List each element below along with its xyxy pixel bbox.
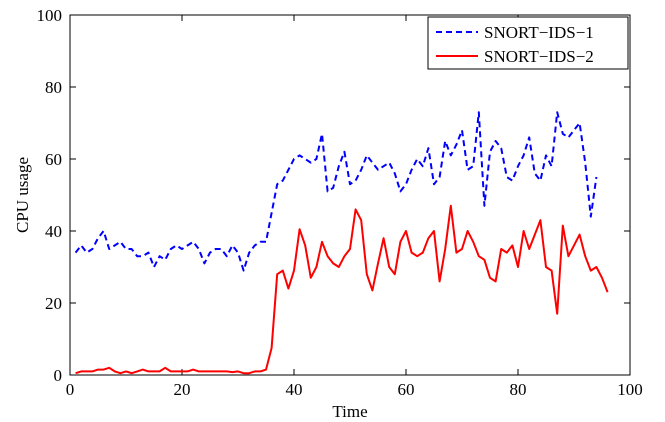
y-tick-label: 80 xyxy=(45,78,62,97)
series-layer xyxy=(74,111,609,375)
x-tick-label: 0 xyxy=(66,380,75,399)
x-tick-label: 20 xyxy=(174,380,191,399)
y-tick-label: 20 xyxy=(45,294,62,313)
legend-box xyxy=(427,16,629,70)
x-tick-label: 60 xyxy=(398,380,415,399)
series-line-2 xyxy=(75,204,609,375)
y-tick-label: 100 xyxy=(37,6,63,25)
legend-label-1: SNORT−IDS−1 xyxy=(484,23,594,42)
ticks-layer: 0 20 40 60 80 100 0 20 40 60 80 100 xyxy=(37,6,643,399)
x-tick-label: 40 xyxy=(286,380,303,399)
legend-label-2: SNORT−IDS−2 xyxy=(484,47,594,66)
y-tick-label: 40 xyxy=(45,222,62,241)
x-tick-label: 80 xyxy=(510,380,527,399)
x-tick-label: 100 xyxy=(617,380,643,399)
y-axis-title: CPU usage xyxy=(13,157,32,233)
x-axis-title: Time xyxy=(332,402,367,421)
y-tick-label: 0 xyxy=(54,366,63,385)
series-line-1 xyxy=(74,111,598,272)
legend: SNORT−IDS−1 SNORT−IDS−2 xyxy=(427,16,629,70)
y-tick-label: 60 xyxy=(45,150,62,169)
plot-area-frame xyxy=(69,14,631,376)
